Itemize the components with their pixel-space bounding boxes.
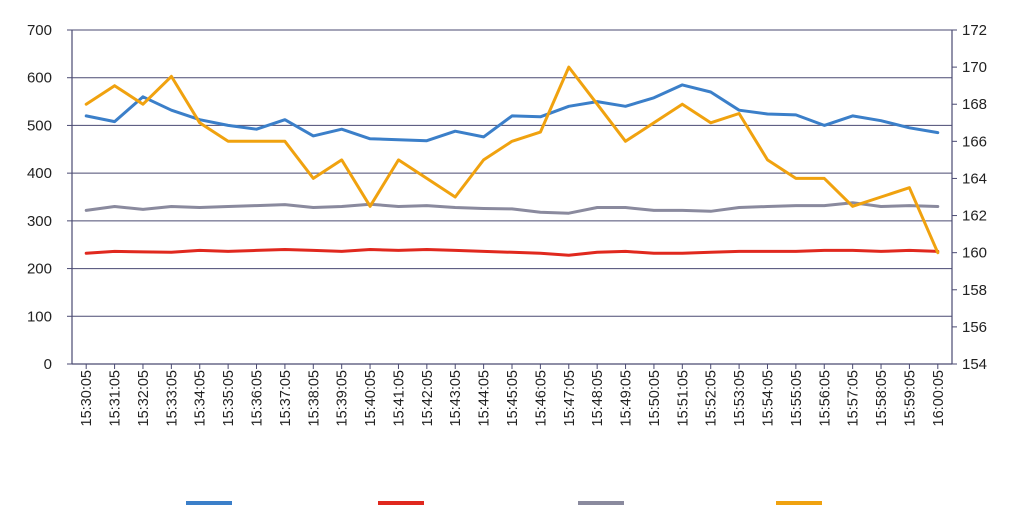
x-tick-label: 15:49:05	[619, 370, 635, 426]
x-tick-label: 15:35:05	[221, 370, 237, 426]
left-tick-label: 200	[27, 261, 52, 278]
right-tick-label: 168	[962, 96, 987, 113]
x-tick-label: 15:40:05	[363, 370, 379, 426]
left-tick-label: 400	[27, 165, 52, 182]
x-tick-label: 15:33:05	[164, 370, 180, 426]
axes	[71, 30, 953, 365]
series-line-2	[84, 248, 940, 257]
x-tick-label: 15:52:05	[704, 370, 720, 426]
x-tick-label: 15:57:05	[846, 370, 862, 426]
x-tick-label: 15:31:05	[108, 370, 124, 426]
series-lines	[84, 65, 940, 257]
left-y-axis-ticks: 0 100 200 300 400 500 600 700	[27, 22, 72, 373]
x-tick-label: 15:38:05	[306, 370, 322, 426]
right-y-axis-ticks: 154 156 158 160 162 164 166 168 170 172	[952, 22, 987, 373]
left-tick-label: 700	[27, 22, 52, 39]
x-tick-label: 15:50:05	[647, 370, 663, 426]
x-tick-label: 15:56:05	[817, 370, 833, 426]
series-line-1	[84, 83, 940, 143]
x-tick-label: 15:44:05	[477, 370, 493, 426]
x-tick-label: 15:39:05	[335, 370, 351, 426]
x-tick-label: 15:46:05	[533, 370, 549, 426]
x-tick-label: 15:59:05	[902, 370, 918, 426]
series-line-4	[84, 65, 940, 255]
x-tick-label: 15:48:05	[590, 370, 606, 426]
x-tick-label: 15:43:05	[448, 370, 464, 426]
x-tick-label: 15:47:05	[562, 370, 578, 426]
x-tick-label: 15:37:05	[278, 370, 294, 426]
x-tick-label: 15:41:05	[391, 370, 407, 426]
gridlines	[72, 29, 952, 317]
x-tick-label: 15:53:05	[732, 370, 748, 426]
left-tick-label: 100	[27, 308, 52, 325]
x-tick-label: 15:32:05	[136, 370, 152, 426]
x-tick-label: 15:34:05	[193, 370, 209, 426]
right-tick-label: 162	[962, 208, 987, 225]
left-tick-label: 600	[27, 70, 52, 87]
x-axis-ticks: 15:30:05 15:31:05 15:32:05 15:33:05 15:34:05…	[79, 364, 947, 426]
right-tick-label: 158	[962, 282, 987, 299]
right-tick-label: 154	[962, 356, 987, 373]
left-tick-label: 500	[27, 117, 52, 134]
right-tick-label: 160	[962, 245, 987, 262]
right-tick-label: 172	[962, 22, 987, 39]
x-tick-label: 15:58:05	[874, 370, 890, 426]
x-tick-label: 15:42:05	[420, 370, 436, 426]
left-tick-label: 0	[44, 356, 52, 373]
x-tick-label: 15:45:05	[505, 370, 521, 426]
right-tick-label: 156	[962, 319, 987, 336]
x-tick-label: 15:36:05	[250, 370, 266, 426]
x-tick-label: 16:00:05	[931, 370, 947, 426]
right-tick-label: 170	[962, 59, 987, 76]
x-tick-label: 15:30:05	[79, 370, 95, 426]
series-line-3	[84, 201, 940, 215]
x-tick-label: 15:54:05	[760, 370, 776, 426]
x-tick-label: 15:51:05	[675, 370, 691, 426]
left-tick-label: 300	[27, 213, 52, 230]
x-tick-label: 15:55:05	[789, 370, 805, 426]
right-tick-label: 164	[962, 170, 987, 187]
right-tick-label: 166	[962, 133, 987, 150]
